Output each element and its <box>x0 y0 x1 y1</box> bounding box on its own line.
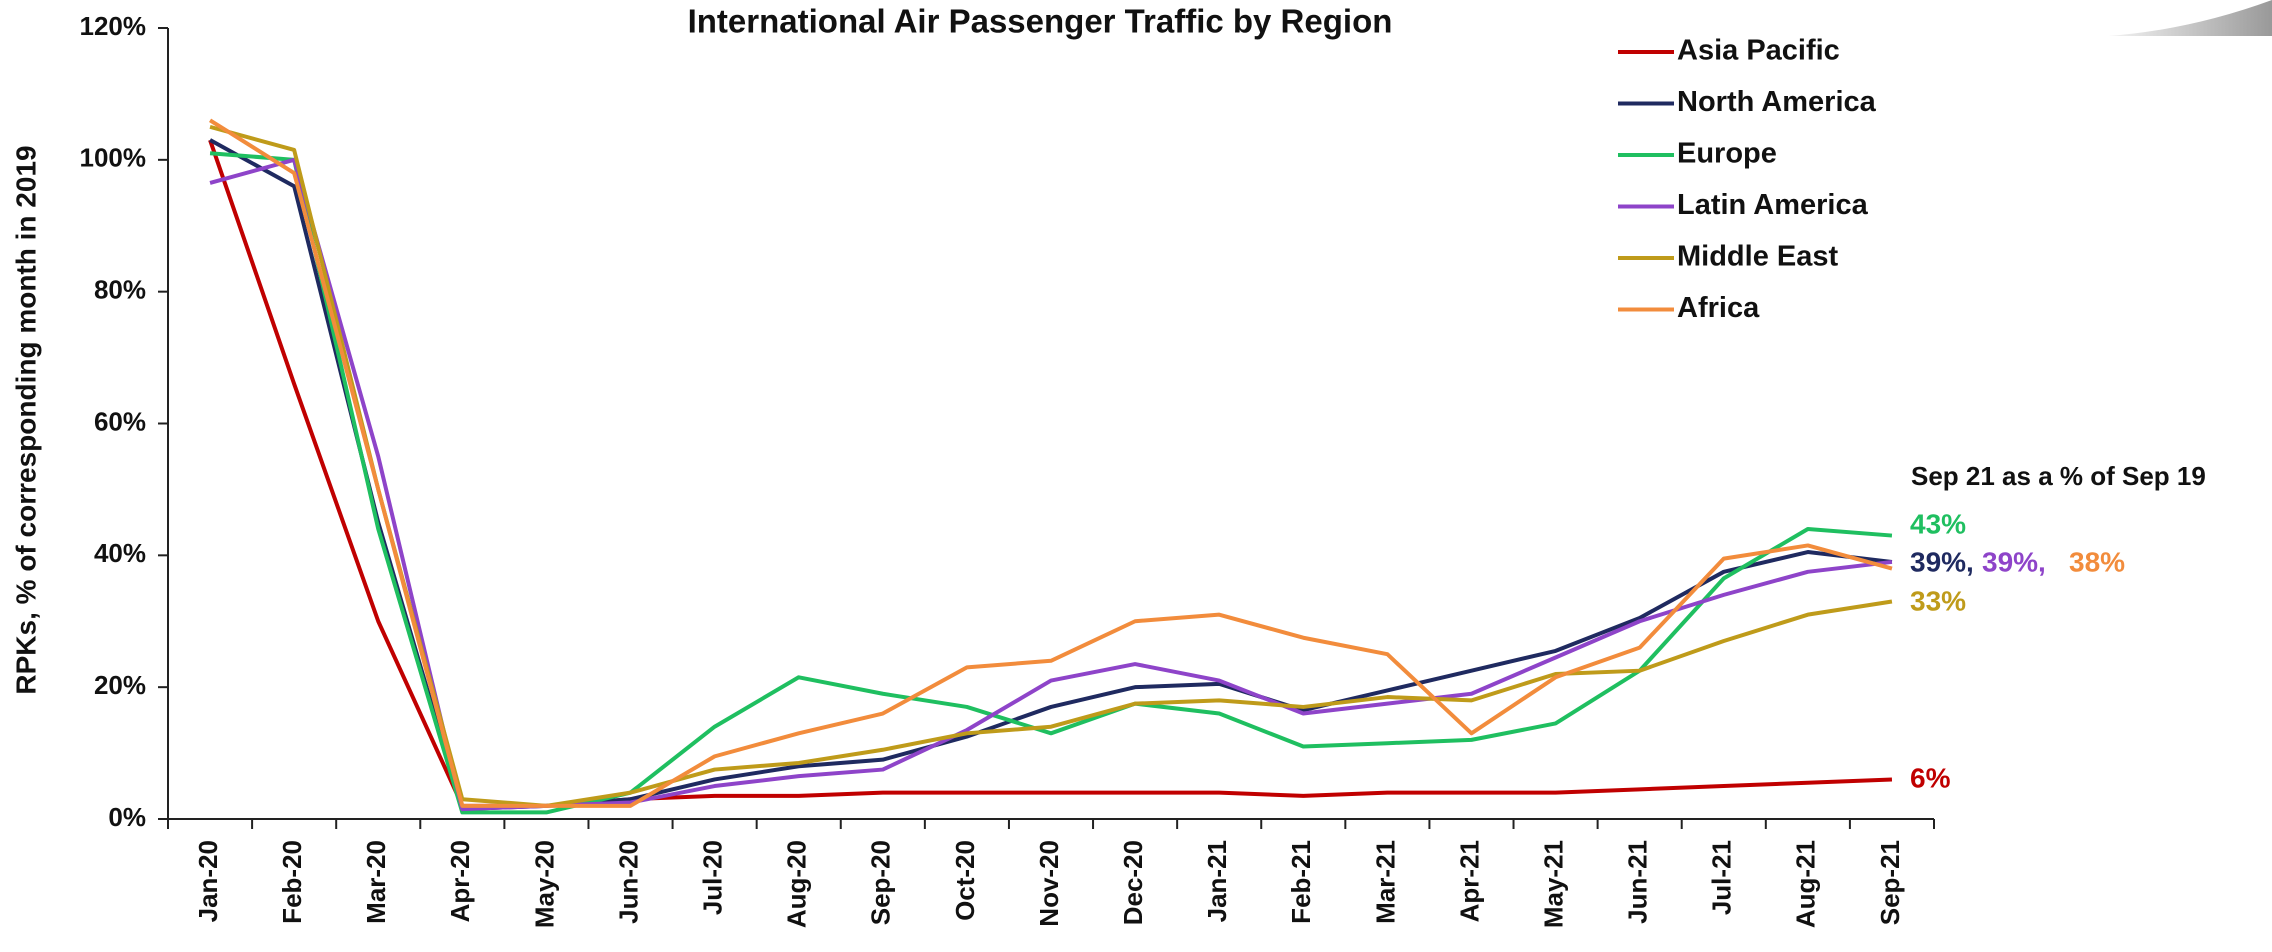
y-tick-label: 40% <box>94 538 146 568</box>
legend-label: Asia Pacific <box>1677 35 1840 67</box>
series-line <box>210 127 1892 806</box>
y-tick-label: 20% <box>94 670 146 700</box>
x-tick-label: Dec-20 <box>1118 840 1148 925</box>
x-tick-label: Feb-20 <box>277 840 307 924</box>
x-tick-label: Jul-20 <box>697 840 727 915</box>
x-tick-label: Sep-21 <box>1875 840 1905 925</box>
y-tick-label: 60% <box>94 406 146 436</box>
x-tick-label: Apr-21 <box>1454 840 1484 922</box>
x-tick-label: Jan-21 <box>1202 840 1232 922</box>
x-tick-label: Apr-20 <box>445 840 475 922</box>
y-tick-label: 100% <box>80 143 147 173</box>
x-tick-label: Nov-20 <box>1034 840 1064 927</box>
value-label: 38% <box>2069 546 2125 577</box>
value-label: 39%, <box>1910 546 1974 577</box>
series-line <box>210 153 1892 812</box>
value-label: 6% <box>1910 762 1951 793</box>
chart-title: International Air Passenger Traffic by R… <box>688 3 1393 40</box>
x-tick-label: Jan-20 <box>193 840 223 922</box>
legend-label: North America <box>1677 86 1877 118</box>
x-tick-label: Jun-21 <box>1623 840 1653 924</box>
series-line <box>210 140 1892 809</box>
chart: International Air Passenger Traffic by R… <box>0 0 2272 952</box>
series-line <box>210 120 1892 806</box>
value-label: 33% <box>1910 585 1966 616</box>
legend-label: Middle East <box>1677 241 1838 273</box>
x-tick-label: Jul-21 <box>1707 840 1737 915</box>
logo-fragment <box>2108 0 2272 36</box>
x-tick-label: Aug-20 <box>782 840 812 928</box>
x-tick-label: Feb-21 <box>1286 840 1316 924</box>
x-tick-label: Aug-21 <box>1791 840 1821 928</box>
x-tick-label: Jun-20 <box>613 840 643 924</box>
x-tick-label: Mar-21 <box>1370 840 1400 924</box>
y-tick-label: 120% <box>80 11 147 41</box>
x-tick-label: May-21 <box>1538 840 1568 928</box>
legend-label: Africa <box>1677 292 1760 324</box>
value-label: 43% <box>1910 508 1966 539</box>
y-tick-label: 0% <box>108 802 146 832</box>
value-label: 39%, <box>1982 546 2046 577</box>
legend-label: Latin America <box>1677 189 1869 221</box>
x-tick-label: May-20 <box>529 840 559 928</box>
x-tick-label: Oct-20 <box>950 840 980 921</box>
x-tick-label: Sep-20 <box>866 840 896 925</box>
y-tick-label: 80% <box>94 275 146 305</box>
y-axis-label: RPKs, % of corresponding month in 2019 <box>10 145 41 694</box>
x-tick-label: Mar-20 <box>361 840 391 924</box>
legend-label: Europe <box>1677 138 1777 170</box>
annotation: Sep 21 as a % of Sep 19 <box>1911 461 2206 491</box>
